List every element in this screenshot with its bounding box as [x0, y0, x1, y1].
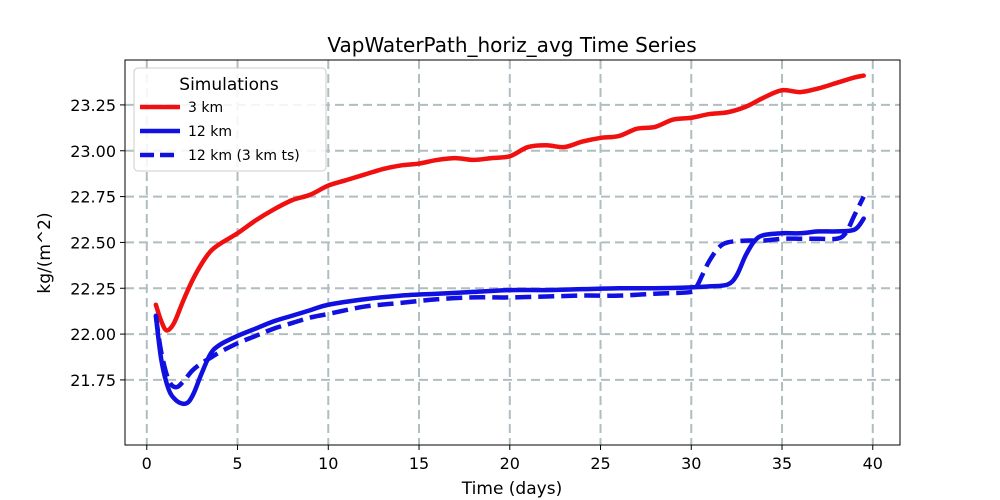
series-line-0: [153, 73, 866, 333]
series-line-2: [153, 195, 866, 390]
legend-box: [133, 67, 327, 172]
x-tick-label: 15: [409, 454, 429, 473]
y-tick-label: 22.25: [70, 279, 116, 298]
plot-frame: [124, 59, 901, 446]
x-tick-label: 30: [681, 454, 701, 473]
y-tick-label: 22.75: [70, 188, 116, 207]
x-tick-label: 25: [590, 454, 610, 473]
y-tick-label: 22.50: [70, 233, 116, 252]
y-tick-label: 21.75: [70, 371, 116, 390]
x-tick-label: 40: [863, 454, 883, 473]
y-tick-label: 22.00: [70, 325, 116, 344]
x-tick-label: 5: [232, 454, 242, 473]
plot-series: [153, 73, 866, 407]
y-tick-label: 23.00: [70, 142, 116, 161]
x-tick-label: 10: [318, 454, 338, 473]
y-axis-label: kg/(m^2): [35, 212, 55, 293]
x-tick-label: 20: [500, 454, 520, 473]
legend: Simulations 3 km 12 km 12 km (3 km ts): [133, 67, 327, 172]
x-tick-label: 0: [142, 454, 152, 473]
x-tick-label: 35: [772, 454, 792, 473]
grid: [125, 60, 900, 445]
x-axis-label: Time (days): [461, 479, 562, 499]
legend-label-12km-3km-ts: 12 km (3 km ts): [188, 148, 300, 164]
legend-title: Simulations: [179, 75, 279, 95]
axis-ticks: 0 5 10 15 20 25 30 35 40 21.75 22.00 22.25 22.50 22.7…: [70, 96, 883, 473]
y-tick-label: 23.25: [70, 96, 116, 115]
legend-label-12km: 12 km: [188, 124, 232, 140]
legend-label-3km: 3 km: [188, 100, 223, 116]
series-line-1: [153, 216, 866, 407]
chart-title: VapWaterPath_horiz_avg Time Series: [327, 33, 696, 57]
